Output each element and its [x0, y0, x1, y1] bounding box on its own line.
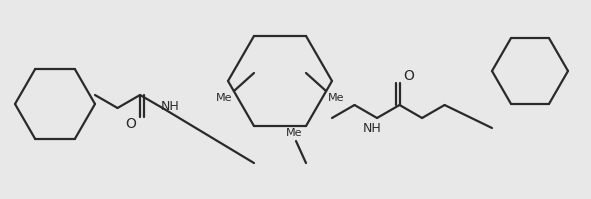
Text: O: O — [126, 117, 137, 131]
Text: NH: NH — [161, 100, 180, 112]
Text: Me: Me — [286, 128, 302, 138]
Text: O: O — [403, 69, 414, 83]
Text: Me: Me — [328, 93, 344, 103]
Text: Me: Me — [216, 93, 232, 103]
Text: NH: NH — [363, 122, 381, 135]
